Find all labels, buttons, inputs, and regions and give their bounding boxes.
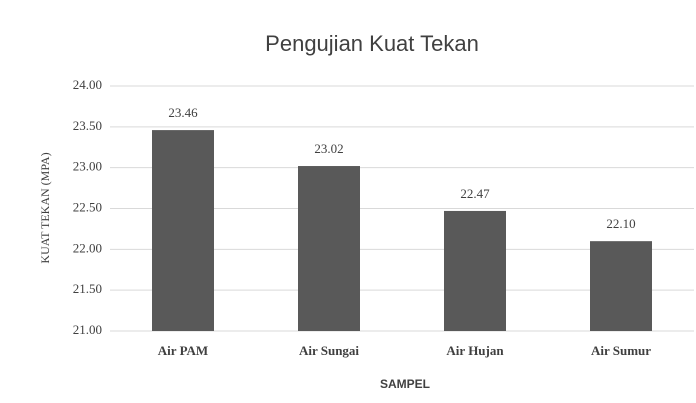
- y-tick-label: 23.50: [73, 118, 102, 133]
- data-label: 23.46: [168, 105, 198, 120]
- y-tick-label: 23.00: [73, 159, 102, 174]
- bar: [152, 130, 214, 331]
- data-label: 22.47: [460, 186, 490, 201]
- bar: [590, 241, 652, 331]
- chart-title: Pengujian Kuat Tekan: [265, 31, 479, 56]
- y-tick-label: 21.00: [73, 322, 102, 337]
- y-tick-label: 21.50: [73, 281, 102, 296]
- data-label: 23.02: [314, 141, 343, 156]
- bar: [298, 166, 360, 331]
- y-tick-label: 22.00: [73, 240, 102, 255]
- x-tick-label: Air Sungai: [299, 343, 359, 358]
- data-label: 22.10: [606, 216, 635, 231]
- x-tick-label: Air PAM: [158, 343, 208, 358]
- y-tick-label: 24.00: [73, 77, 102, 92]
- x-axis-label: SAMPEL: [380, 377, 430, 391]
- y-tick-label: 22.50: [73, 199, 102, 214]
- bar: [444, 210, 506, 331]
- y-axis-label: KUAT TEKAN (MPA): [38, 152, 52, 263]
- x-tick-label: Air Sumur: [591, 343, 651, 358]
- x-tick-label: Air Hujan: [446, 343, 504, 358]
